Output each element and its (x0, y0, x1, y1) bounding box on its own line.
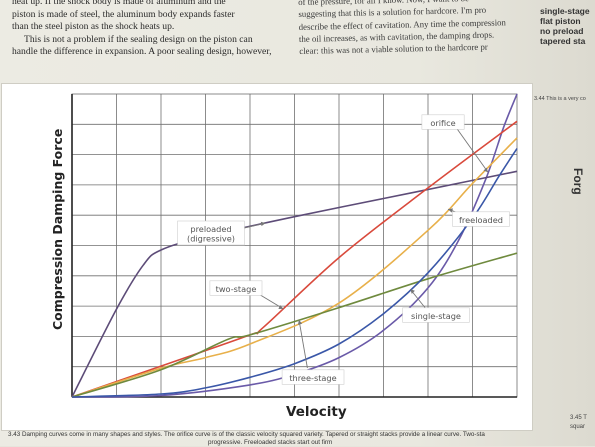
callout-box (402, 307, 470, 323)
callout-arrowhead (448, 208, 453, 213)
y-axis-title: Compression Damping Force (50, 128, 65, 330)
caption-line: progressive. Freeloaded stacks start out… (208, 439, 333, 446)
margin-label: single-stage (540, 6, 590, 16)
body-text-line: heat up. If the shock body is made of al… (12, 0, 226, 7)
chart-series (71, 93, 518, 398)
side-caption: 3.44 This is a very co (534, 96, 586, 102)
side-caption-line: squar (570, 424, 586, 430)
callout-freeloaded: freeloaded (447, 208, 510, 227)
body-text-line: This is not a problem if the sealing des… (24, 33, 253, 45)
callout-label: two-stage (216, 284, 257, 294)
margin-label: no preload (540, 26, 584, 36)
callout-two-stage: two-stage (209, 280, 284, 310)
body-text-left: heat up. If the shock body is made of al… (12, 0, 294, 59)
caption-line: 3.43 Damping curves come in many shapes … (8, 431, 485, 438)
callout-three-stage: three-stage (281, 319, 345, 385)
callout-label: (digressive) (187, 234, 235, 244)
side-caption: 3.45 T squar (570, 414, 595, 432)
callout-arrowhead (297, 319, 303, 325)
callout-single-stage: single-stage (402, 288, 470, 323)
chart-callouts: orifice preloaded(digressive) freeloaded tw… (177, 114, 510, 385)
callout-label: preloaded (190, 224, 231, 234)
callout-box (452, 211, 510, 227)
callout-box (177, 220, 245, 246)
callout-label: freeloaded (459, 215, 503, 225)
callout-label: single-stage (411, 311, 461, 321)
callout-box (281, 369, 345, 385)
callout-box (421, 114, 465, 130)
callout-label: three-stage (289, 373, 336, 383)
callout-orifice: orifice (421, 114, 489, 173)
callout-arrowhead (278, 305, 284, 309)
figure-caption: 3.43 Damping curves come in many shapes … (8, 431, 528, 447)
body-text-line: piston is made of steel, the aluminum bo… (12, 8, 235, 20)
callout-leader (298, 319, 308, 369)
callout-arrowhead (260, 221, 266, 227)
callout-preloaded-digressive: preloaded(digressive) (177, 220, 266, 246)
callout-leader (456, 128, 489, 173)
body-text-line: than the steel piston as the shock heats… (12, 21, 175, 32)
x-axis-title: Velocity (286, 404, 347, 420)
series-line-single-stage (71, 148, 518, 398)
body-text-line: handle the difference in expansion. A po… (12, 46, 272, 57)
series-line-three-stage (71, 252, 518, 398)
chart-grid (71, 93, 518, 398)
callout-arrowhead (483, 167, 489, 173)
margin-label: flat piston (540, 16, 581, 26)
margin-label: tapered sta (540, 36, 586, 46)
margin-figure-labels: single-stage flat piston no preload tape… (540, 6, 595, 46)
side-caption-line: 3.45 T (570, 415, 587, 421)
series-line-orifice (71, 93, 518, 398)
series-line-two-stage (71, 120, 518, 398)
callout-box (209, 280, 263, 296)
callout-label: orifice (430, 118, 455, 128)
callout-arrowhead (410, 289, 415, 294)
